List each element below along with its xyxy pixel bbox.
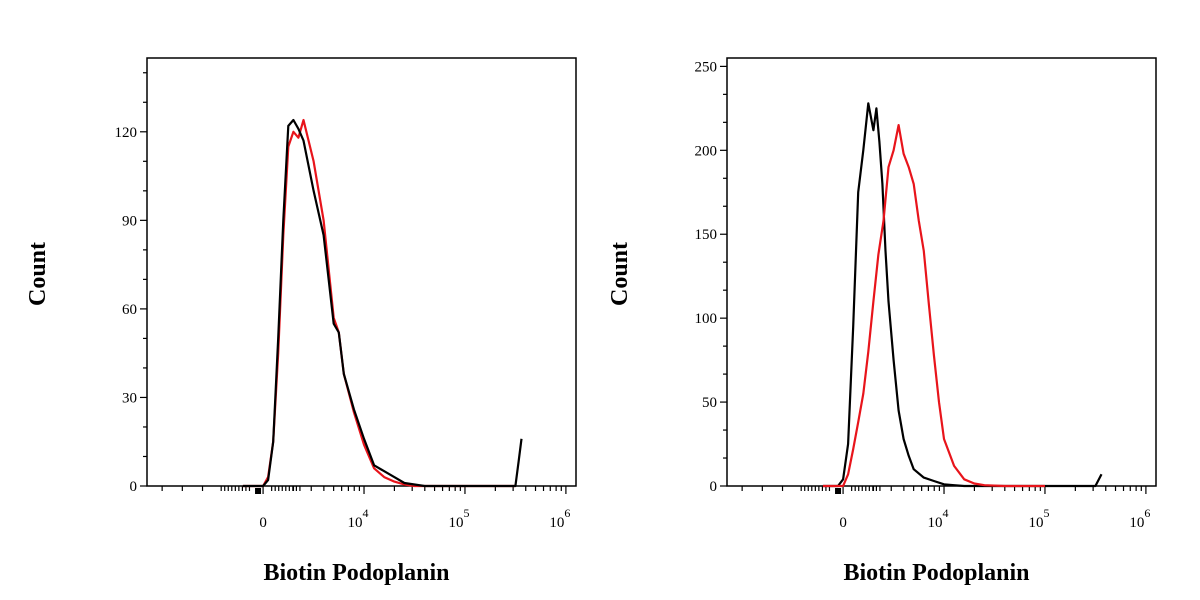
- x-tick-label: 106: [549, 506, 570, 531]
- x-tick-label: 104: [928, 506, 949, 531]
- x-axis-title: Biotin Podoplanin: [263, 560, 449, 586]
- x-tick-label: 106: [1129, 506, 1150, 531]
- x-tick-label: 104: [348, 506, 369, 531]
- y-tick-label: 50: [702, 395, 717, 411]
- y-tick-label: 100: [695, 311, 718, 327]
- x-tick-label: 0: [839, 515, 847, 531]
- y-tick-label: 0: [130, 479, 138, 495]
- histogram-series-0: [822, 102, 1103, 488]
- y-tick-label: 200: [695, 143, 718, 159]
- histogram-series-0: [242, 118, 516, 488]
- y-tick-label: 30: [122, 390, 137, 406]
- y-tick-label: 120: [115, 125, 138, 141]
- y-tick-label: 250: [695, 59, 718, 75]
- y-axis-title: Count: [25, 242, 51, 306]
- zero-marker: [255, 488, 262, 494]
- left-histogram-panel: 0 30 60 90 120 0 104 105 106 Biotin Podoplanin Cou…: [25, 57, 577, 586]
- y-tick-label: 90: [122, 213, 137, 229]
- x-axis-title: Biotin Podoplanin: [843, 560, 1029, 586]
- x-tick-label: 105: [448, 506, 469, 531]
- y-axis-title: Count: [607, 242, 633, 306]
- y-tick-label: 0: [710, 479, 718, 495]
- zero-marker: [835, 488, 842, 494]
- x-tick-label: 0: [259, 515, 267, 531]
- histogram-series-1: [822, 123, 1045, 488]
- plot-frame: [726, 57, 1157, 487]
- plot-frame: [146, 57, 577, 487]
- y-tick-label: 60: [122, 302, 137, 318]
- histogram-series-1: [242, 118, 523, 488]
- y-tick-label: 150: [695, 227, 718, 243]
- x-tick-label: 105: [1028, 506, 1049, 531]
- right-histogram-panel: 0 50 100 150 200 250 0 104 105 106 Biotin Podoplan…: [607, 57, 1157, 586]
